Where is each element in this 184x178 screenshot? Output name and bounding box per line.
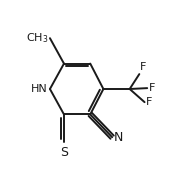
Text: N: N: [114, 131, 123, 144]
Text: CH$_3$: CH$_3$: [26, 31, 48, 45]
Text: F: F: [140, 62, 147, 72]
Text: F: F: [149, 83, 155, 93]
Text: S: S: [60, 146, 68, 159]
Text: HN: HN: [31, 84, 47, 94]
Text: F: F: [146, 97, 153, 107]
